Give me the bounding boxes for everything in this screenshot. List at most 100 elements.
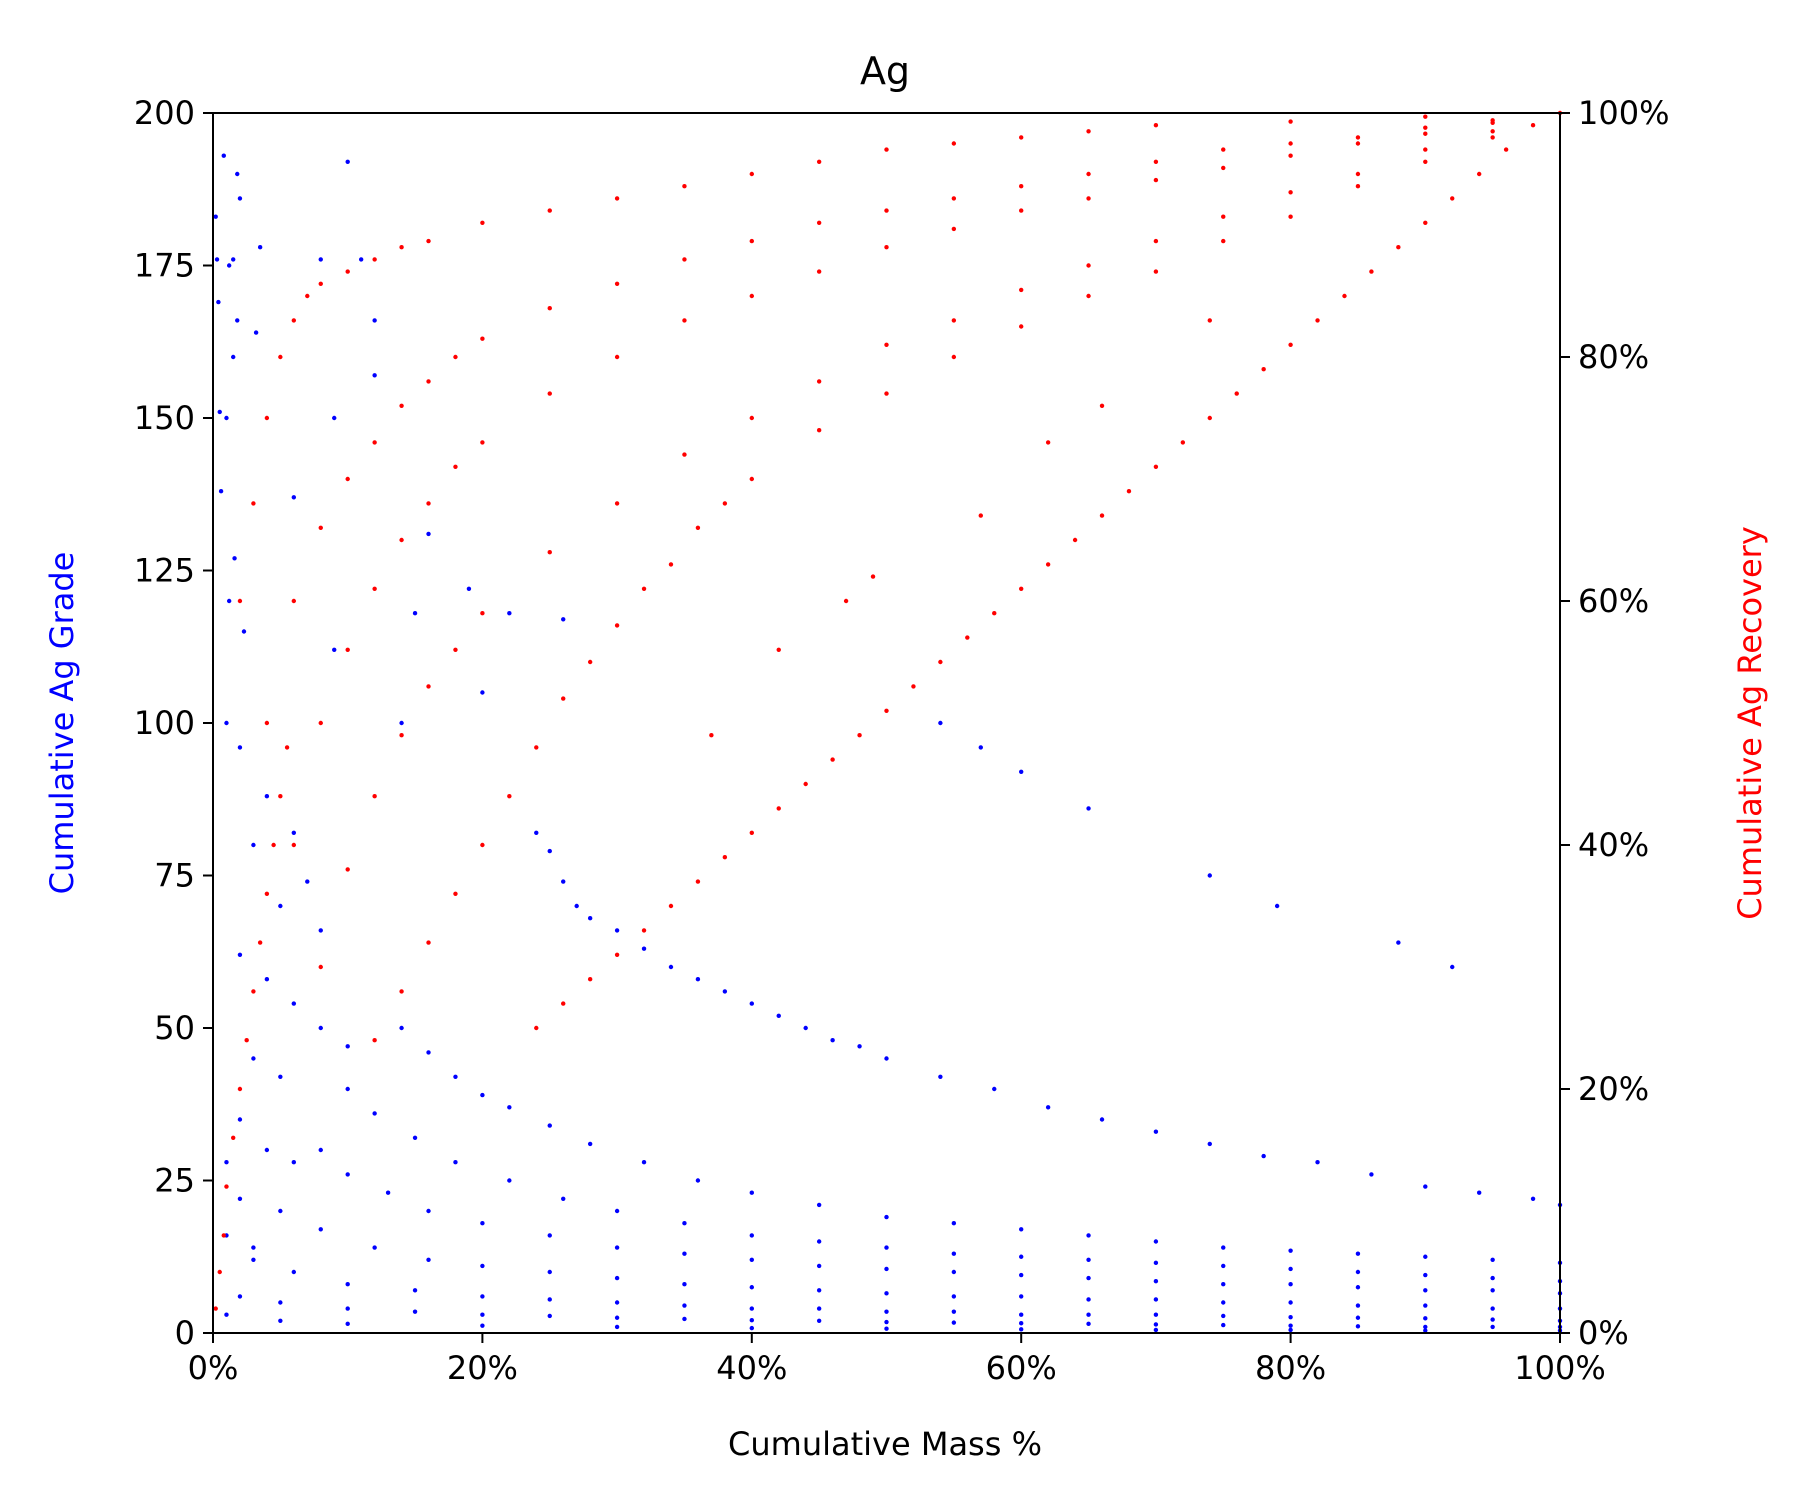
y-right-tick-label: 100% bbox=[1578, 94, 1669, 132]
grade-point bbox=[1476, 1190, 1482, 1195]
recovery-point bbox=[318, 720, 323, 726]
recovery-point bbox=[1369, 269, 1374, 274]
recovery-point bbox=[1086, 293, 1091, 299]
recovery-point bbox=[951, 226, 957, 232]
grade-point bbox=[232, 556, 237, 561]
grade-point bbox=[1423, 1324, 1428, 1330]
recovery-point bbox=[614, 952, 620, 957]
recovery-point bbox=[426, 501, 431, 506]
recovery-point bbox=[884, 208, 889, 213]
grade-point bbox=[237, 745, 243, 750]
grade-point bbox=[682, 1282, 687, 1287]
recovery-point bbox=[213, 1306, 218, 1311]
recovery-point bbox=[1207, 415, 1212, 421]
plot-frame bbox=[212, 112, 1561, 1334]
grade-point bbox=[1207, 873, 1212, 878]
recovery-point bbox=[641, 928, 647, 933]
grade-point bbox=[318, 1147, 323, 1153]
recovery-point bbox=[749, 238, 754, 244]
grade-point bbox=[1490, 1324, 1495, 1330]
y-right-tick-label: 60% bbox=[1578, 582, 1649, 620]
recovery-point bbox=[1342, 293, 1347, 299]
recovery-point bbox=[318, 525, 323, 530]
x-tick-label: 60% bbox=[986, 1349, 1057, 1387]
recovery-point bbox=[1019, 586, 1024, 591]
grade-point bbox=[816, 1318, 822, 1324]
grade-point bbox=[1153, 1260, 1159, 1266]
grade-point bbox=[345, 1282, 350, 1287]
recovery-point bbox=[1234, 391, 1239, 396]
grade-point bbox=[614, 1300, 620, 1305]
recovery-point bbox=[284, 745, 290, 750]
recovery-point bbox=[1153, 159, 1159, 164]
recovery-point bbox=[682, 257, 687, 262]
grade-point bbox=[507, 611, 512, 616]
grade-point bbox=[776, 1013, 781, 1018]
grade-point bbox=[1355, 1315, 1361, 1320]
y-left-tick-label: 200 bbox=[134, 94, 195, 132]
recovery-point bbox=[1153, 269, 1159, 274]
grade-point bbox=[412, 611, 418, 616]
grade-point bbox=[951, 1269, 957, 1275]
grade-points bbox=[213, 153, 1563, 1333]
recovery-point bbox=[534, 745, 539, 750]
grade-point bbox=[278, 903, 283, 909]
recovery-point bbox=[1423, 220, 1428, 225]
recovery-point bbox=[722, 501, 728, 506]
grade-point bbox=[1450, 964, 1455, 970]
grade-point bbox=[1086, 1257, 1091, 1263]
grade-point bbox=[221, 153, 226, 158]
grade-point bbox=[951, 1294, 957, 1299]
recovery-point bbox=[224, 1184, 229, 1189]
grade-point bbox=[426, 531, 431, 537]
recovery-point bbox=[217, 1269, 222, 1275]
grade-point bbox=[1086, 1321, 1091, 1327]
recovery-point bbox=[237, 1086, 243, 1092]
grade-point bbox=[251, 1056, 256, 1061]
recovery-point bbox=[682, 184, 687, 189]
recovery-point bbox=[1288, 214, 1293, 219]
recovery-point bbox=[372, 794, 377, 799]
grade-point bbox=[1423, 1184, 1428, 1189]
recovery-point bbox=[1355, 171, 1361, 177]
recovery-point bbox=[1396, 245, 1401, 250]
recovery-point bbox=[1261, 367, 1266, 372]
recovery-point bbox=[1086, 129, 1091, 134]
grade-point bbox=[1423, 1328, 1428, 1333]
grade-point bbox=[1261, 1153, 1266, 1159]
y-left-tick-label: 100 bbox=[134, 704, 195, 742]
recovery-point bbox=[682, 318, 687, 323]
recovery-point bbox=[399, 989, 404, 994]
recovery-point bbox=[1099, 403, 1105, 408]
recovery-point bbox=[884, 342, 889, 347]
grade-point bbox=[884, 1309, 889, 1314]
recovery-point bbox=[776, 806, 781, 811]
recovery-point bbox=[614, 623, 620, 628]
grade-point bbox=[1423, 1272, 1428, 1278]
x-tick-label: 0% bbox=[188, 1349, 239, 1387]
recovery-point bbox=[426, 940, 431, 945]
grade-point bbox=[453, 1074, 458, 1080]
y-left-tick-label: 150 bbox=[134, 399, 195, 437]
grade-point bbox=[614, 1245, 620, 1250]
recovery-point bbox=[1530, 123, 1536, 128]
grade-point bbox=[480, 1294, 485, 1299]
grade-point bbox=[426, 1050, 431, 1055]
recovery-point bbox=[1019, 324, 1024, 329]
grade-point bbox=[480, 1263, 485, 1269]
recovery-point bbox=[992, 611, 997, 616]
grade-point bbox=[231, 257, 236, 262]
y-axis-right: 0% 20% 40% 60% 80% 100% bbox=[1560, 94, 1669, 1352]
grade-point bbox=[884, 1245, 889, 1250]
grade-point bbox=[399, 1025, 404, 1031]
recovery-point bbox=[1221, 238, 1226, 244]
recovery-point bbox=[884, 391, 889, 396]
recovery-point bbox=[345, 476, 350, 482]
grade-point bbox=[1221, 1245, 1226, 1250]
grade-point bbox=[951, 1221, 957, 1226]
grade-point bbox=[226, 598, 232, 604]
grade-point bbox=[1396, 940, 1401, 945]
x-tick-label: 20% bbox=[447, 1349, 518, 1387]
recovery-point bbox=[938, 659, 943, 665]
recovery-point bbox=[1099, 513, 1105, 518]
